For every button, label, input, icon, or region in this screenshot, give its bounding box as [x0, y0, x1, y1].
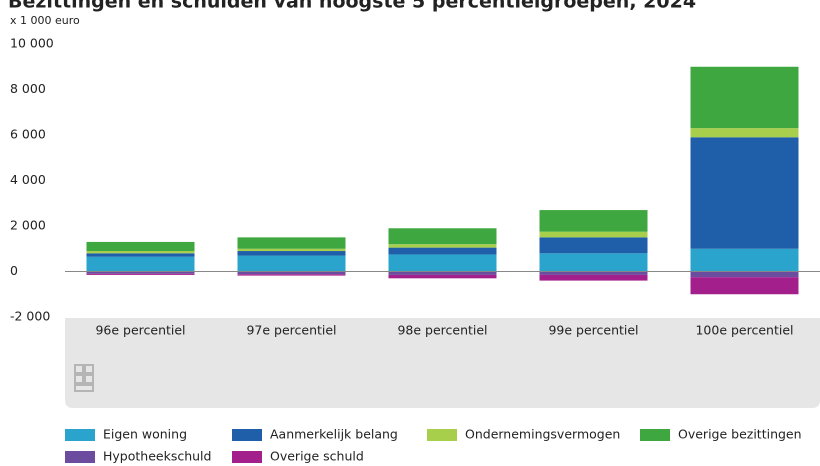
bar-segment: [539, 274, 648, 281]
bar-segment: [690, 66, 799, 129]
bar-segment: [539, 231, 648, 238]
bar-segment: [237, 251, 346, 256]
bar-segment: [86, 241, 195, 252]
y-axis-label: x 1 000 euro: [10, 14, 80, 27]
y-tick-label: 10 000: [10, 36, 54, 51]
bar-segment: [388, 244, 497, 248]
category-band: [65, 318, 820, 408]
bar-segment: [237, 274, 346, 276]
y-tick-label: -2 000: [10, 309, 50, 324]
y-tick-label: 0: [10, 263, 18, 278]
bar-segment: [86, 271, 195, 274]
bar-segment: [237, 237, 346, 249]
bar-segment: [86, 256, 195, 272]
bar-segment: [388, 247, 497, 255]
legend-swatch: [640, 429, 670, 441]
bar-segment: [539, 271, 648, 275]
bar-segment: [86, 273, 195, 275]
legend-swatch: [65, 429, 95, 441]
legend-swatch: [427, 429, 457, 441]
logo: [74, 364, 94, 392]
bar-segment: [690, 271, 799, 278]
bar-segment: [388, 228, 497, 245]
bar-segment: [539, 237, 648, 254]
bar-segment: [690, 128, 799, 138]
x-tick-label: 99e percentiel: [548, 323, 638, 338]
legend-swatch: [232, 451, 262, 463]
bar-segment: [86, 251, 195, 254]
bar-segment: [237, 248, 346, 252]
bar-segment: [388, 254, 497, 272]
x-tick-label: 100e percentiel: [695, 323, 793, 338]
y-tick-label: 8 000: [10, 81, 46, 96]
bar-segment: [690, 277, 799, 295]
y-tick-label: 2 000: [10, 218, 46, 233]
legend-label: Overige schuld: [270, 449, 364, 464]
bar-segment: [388, 274, 497, 279]
x-tick-label: 97e percentiel: [246, 323, 336, 338]
bar-segment: [690, 248, 799, 272]
y-tick-label: 6 000: [10, 127, 46, 142]
legend-swatch: [232, 429, 262, 441]
legend-label: Overige bezittingen: [678, 427, 802, 442]
x-tick-label: 98e percentiel: [397, 323, 487, 338]
bar-segment: [86, 253, 195, 257]
bar-segment: [539, 210, 648, 232]
bar-segment: [539, 253, 648, 272]
bar-segment: [388, 271, 497, 275]
chart-title: Bezittingen en schulden van hoogste 5 pe…: [8, 0, 696, 13]
bar-segment: [237, 271, 346, 275]
legend-swatch: [65, 451, 95, 463]
x-tick-label: 96e percentiel: [95, 323, 185, 338]
bar-segment: [237, 255, 346, 272]
legend-label: Aanmerkelijk belang: [270, 427, 398, 442]
bar-segment: [690, 137, 799, 249]
legend-label: Hypotheekschuld: [103, 449, 211, 464]
y-tick-label: 4 000: [10, 172, 46, 187]
legend-label: Eigen woning: [103, 427, 187, 442]
legend-label: Ondernemingsvermogen: [465, 427, 620, 442]
